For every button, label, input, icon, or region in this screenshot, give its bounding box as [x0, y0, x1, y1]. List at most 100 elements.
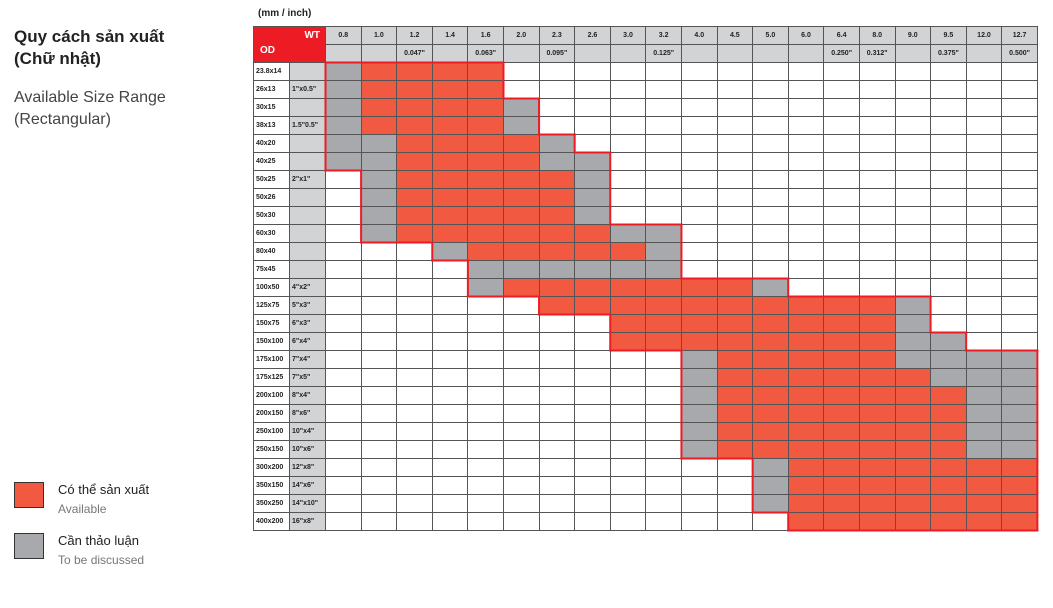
- empty-cell: [787, 188, 825, 207]
- discuss-cell: [467, 260, 504, 279]
- empty-cell: [965, 80, 1003, 99]
- available-cell: [894, 404, 932, 423]
- available-cell: [680, 314, 718, 333]
- empty-cell: [858, 188, 896, 207]
- empty-cell: [538, 368, 576, 387]
- corner-cell: WT OD: [253, 26, 326, 63]
- available-cell: [787, 494, 825, 513]
- empty-cell: [1001, 332, 1038, 351]
- empty-cell: [823, 152, 860, 171]
- empty-cell: [965, 98, 1003, 117]
- available-cell: [787, 332, 825, 351]
- od-mm-cell: 80x40: [253, 242, 290, 261]
- discuss-cell: [894, 296, 932, 315]
- available-swatch: [14, 482, 44, 508]
- empty-cell: [502, 314, 540, 333]
- empty-cell: [894, 134, 932, 153]
- od-inch-cell: 8"x4": [289, 386, 326, 405]
- empty-cell: [467, 476, 504, 495]
- table-row: 125x75 5"x3": [253, 296, 1038, 315]
- empty-cell: [787, 80, 825, 99]
- available-cell: [538, 188, 576, 207]
- empty-cell: [752, 224, 789, 243]
- od-mm-cell: 38x13: [253, 116, 290, 135]
- available-cell: [787, 404, 825, 423]
- wt-mm-header: 8.0: [858, 26, 896, 45]
- wt-inch-header: 0.375": [930, 44, 967, 63]
- corner-wt-label: WT: [304, 30, 320, 41]
- empty-cell: [716, 152, 754, 171]
- empty-cell: [467, 458, 504, 477]
- available-cell: [574, 224, 611, 243]
- empty-cell: [858, 62, 896, 81]
- available-cell: [858, 494, 896, 513]
- discuss-cell: [965, 350, 1003, 369]
- empty-cell: [1001, 134, 1038, 153]
- available-cell: [396, 170, 433, 189]
- empty-cell: [965, 152, 1003, 171]
- discuss-cell: [609, 224, 647, 243]
- available-cell: [645, 332, 682, 351]
- empty-cell: [858, 242, 896, 261]
- empty-cell: [965, 62, 1003, 81]
- wt-mm-header: 5.0: [752, 26, 789, 45]
- empty-cell: [360, 242, 398, 261]
- available-cell: [467, 170, 504, 189]
- od-mm-cell: 350x250: [253, 494, 290, 513]
- available-cell: [787, 422, 825, 441]
- empty-cell: [431, 440, 469, 459]
- empty-cell: [752, 152, 789, 171]
- empty-cell: [858, 206, 896, 225]
- empty-cell: [680, 458, 718, 477]
- available-cell: [894, 368, 932, 387]
- empty-cell: [965, 278, 1003, 297]
- empty-cell: [858, 260, 896, 279]
- wt-mm-header: 3.0: [609, 26, 647, 45]
- empty-cell: [360, 332, 398, 351]
- empty-cell: [823, 224, 860, 243]
- available-cell: [930, 404, 967, 423]
- legend-available-vn: Có thể sản xuất: [58, 482, 150, 497]
- od-mm-cell: 40x20: [253, 134, 290, 153]
- discuss-cell: [574, 206, 611, 225]
- table-row: 80x40: [253, 242, 1038, 261]
- table-row: 350x250 14"x10": [253, 494, 1038, 513]
- discuss-cell: [680, 422, 718, 441]
- empty-cell: [716, 134, 754, 153]
- discuss-cell: [538, 134, 576, 153]
- empty-cell: [823, 98, 860, 117]
- empty-cell: [752, 170, 789, 189]
- empty-cell: [396, 476, 433, 495]
- empty-cell: [823, 278, 860, 297]
- empty-cell: [645, 494, 682, 513]
- wt-mm-header: 9.5: [930, 26, 967, 45]
- available-cell: [787, 386, 825, 405]
- empty-cell: [431, 332, 469, 351]
- available-cell: [894, 440, 932, 459]
- available-cell: [823, 512, 860, 531]
- available-cell: [894, 386, 932, 405]
- od-inch-cell: 8"x6": [289, 404, 326, 423]
- empty-cell: [716, 206, 754, 225]
- empty-cell: [325, 368, 362, 387]
- od-inch-cell: 12"x8": [289, 458, 326, 477]
- available-cell: [1001, 458, 1038, 477]
- discuss-cell: [360, 206, 398, 225]
- empty-cell: [574, 368, 611, 387]
- empty-cell: [502, 422, 540, 441]
- empty-cell: [894, 170, 932, 189]
- available-cell: [360, 62, 398, 81]
- empty-cell: [467, 296, 504, 315]
- available-cell: [467, 134, 504, 153]
- available-cell: [858, 368, 896, 387]
- empty-cell: [467, 332, 504, 351]
- od-mm-cell: 350x150: [253, 476, 290, 495]
- empty-cell: [538, 62, 576, 81]
- available-cell: [823, 458, 860, 477]
- empty-cell: [502, 494, 540, 513]
- empty-cell: [396, 494, 433, 513]
- empty-cell: [538, 512, 576, 531]
- empty-cell: [609, 116, 647, 135]
- empty-cell: [502, 404, 540, 423]
- discuss-cell: [360, 170, 398, 189]
